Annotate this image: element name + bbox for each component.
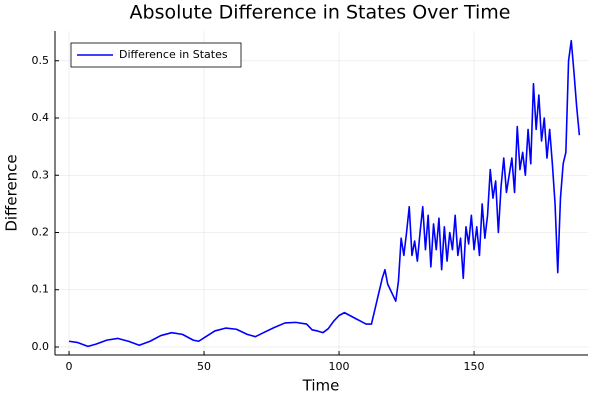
data-line	[68, 39, 581, 348]
y-axis-label: Difference	[3, 154, 21, 231]
x-axis-label: Time	[302, 377, 340, 395]
x-tick-label: 0	[66, 360, 73, 373]
y-tick-label: 0.5	[32, 54, 50, 67]
x-tick-label: 50	[197, 360, 211, 373]
x-tick-label: 150	[464, 360, 485, 373]
chart-title: Absolute Difference in States Over Time	[130, 2, 511, 24]
y-tick-label: 0.1	[32, 283, 50, 296]
legend-label: Difference in States	[119, 48, 228, 61]
y-tick-label: 0.2	[32, 225, 50, 238]
x-tick-label: 100	[329, 360, 350, 373]
y-tick-label: 0.0	[32, 340, 50, 353]
y-tick-label: 0.3	[32, 168, 50, 181]
y-tick-label: 0.4	[32, 111, 50, 124]
